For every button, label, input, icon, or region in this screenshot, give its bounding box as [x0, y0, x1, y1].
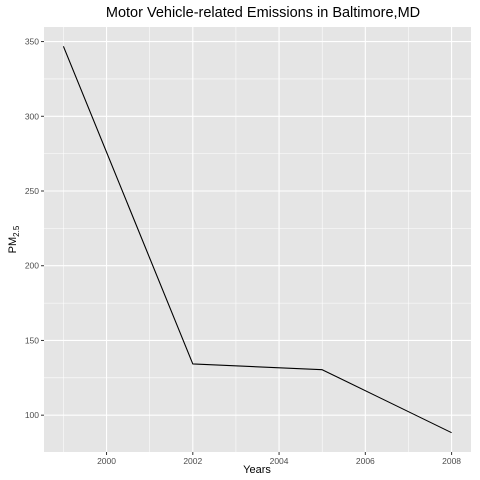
series-layer [62, 46, 452, 434]
y-axis-title-main: PM [7, 237, 19, 254]
x-axis-title: Years [243, 464, 271, 476]
y-tick-label: 200 [25, 261, 39, 271]
y-tick-label: 300 [25, 111, 39, 121]
chart-title: Motor Vehicle-related Emissions in Balti… [106, 5, 420, 21]
x-tick-label: 2004 [270, 456, 289, 466]
y-tick-label: 100 [25, 410, 39, 420]
series-line [62, 46, 452, 434]
y-tick-label: 250 [25, 186, 39, 196]
major-gridlines [44, 27, 471, 452]
x-tick-label: 2008 [442, 456, 461, 466]
x-tick-label: 2006 [356, 456, 375, 466]
x-tick-label: 2000 [97, 456, 116, 466]
minor-gridlines [44, 27, 471, 452]
y-axis-title: PM2.5 [7, 225, 21, 253]
y-axis: 100 150 200 250 300 350 [25, 37, 44, 420]
y-tick-label: 150 [25, 335, 39, 345]
x-axis: 2000 2002 2004 2006 2008 [97, 452, 461, 466]
y-tick-label: 350 [25, 37, 39, 47]
y-axis-title-subscript: 2.5 [12, 225, 21, 237]
x-tick-label: 2002 [183, 456, 202, 466]
plot-panel [44, 27, 471, 452]
